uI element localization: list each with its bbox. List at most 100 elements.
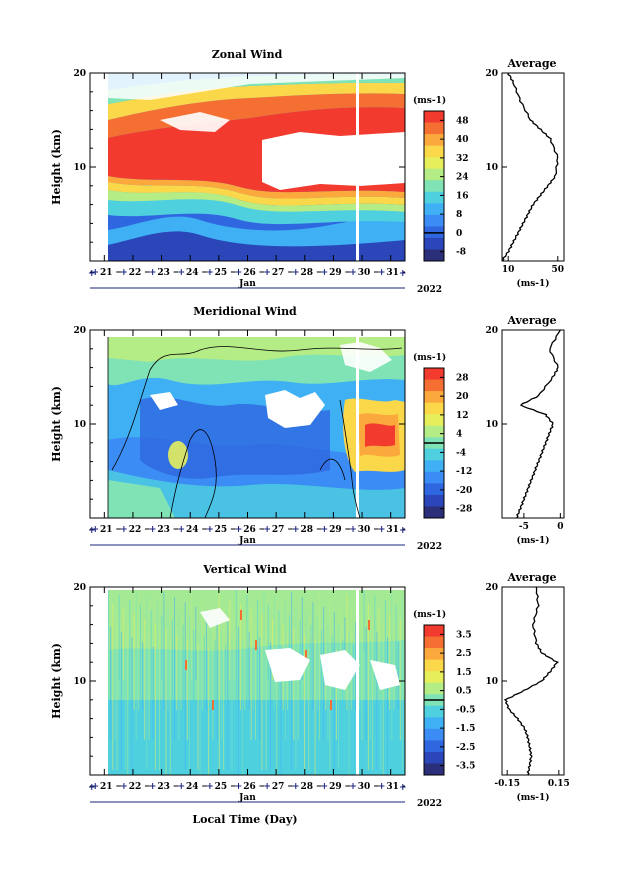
vertical-title: Vertical Wind (202, 563, 287, 576)
zonal-day-ticks: +21 +22 +23 +24 +25 +26 +27 +28 +29 +30 +31+ +Jan20… (88, 73, 442, 295)
day-label-bg (206, 782, 231, 791)
day-label-bg (120, 525, 145, 534)
day-label-bg (206, 268, 231, 277)
day-label-bg (149, 525, 174, 534)
day-tick-label: 22 (129, 268, 142, 278)
day-tick-label: 24 (186, 782, 199, 792)
colorbar-segment (424, 705, 444, 718)
day-tick-marker: + (120, 268, 128, 278)
zonal-colorbar: 48 40 32 24 16 8 0 -8 (423, 110, 469, 262)
day-tick-marker: + (149, 782, 157, 792)
colorbar-segment (424, 157, 444, 170)
colorbar-tick-label: 32 (456, 154, 469, 164)
profile-y-tick-label: 20 (485, 326, 498, 336)
colorbar-segment (424, 728, 444, 741)
colorbar-segment (424, 402, 444, 415)
day-tick-label: 23 (157, 268, 170, 278)
day-tick-label: 28 (301, 782, 314, 792)
meridional-profile-title: Average (506, 314, 556, 327)
day-tick-label: 29 (329, 782, 342, 792)
meridional-profile-line (516, 329, 561, 519)
day-label-bg (92, 782, 117, 791)
day-tick-marker: + (177, 782, 185, 792)
day-label-bg (350, 782, 375, 791)
colorbar-segment (424, 648, 444, 661)
meridional-profile-ticks: 20 10 -5 0 (ms-1) (485, 326, 563, 546)
day-tick-label: 25 (215, 268, 228, 278)
y-tick-label: 10 (73, 163, 86, 173)
colorbar-segment (424, 145, 444, 158)
day-tick-marker: + (292, 782, 300, 792)
colorbar-segment (424, 682, 444, 695)
day-tick-marker: + (92, 782, 100, 792)
colorbar-tick-label: 1.5 (456, 668, 472, 678)
day-tick-marker: + (321, 268, 329, 278)
day-tick-marker: + (92, 268, 100, 278)
day-tick-marker: + (292, 268, 300, 278)
day-label-bg (378, 268, 403, 277)
day-axis-start-marker: + (88, 526, 96, 536)
colorbar-segment (424, 636, 444, 649)
day-tick-label: 29 (329, 268, 342, 278)
day-tick-label: 27 (272, 782, 285, 792)
day-label-bg (264, 782, 289, 791)
day-tick-marker: + (235, 268, 243, 278)
profile-y-tick-label: 10 (485, 420, 498, 430)
meridional-day-ticks: +21 +22 +23 +24 +25 +26 +27 +28 +29 +30 +31+ +Jan20… (88, 330, 442, 552)
y-tick-label: 10 (73, 677, 86, 687)
colorbar-segment (424, 717, 444, 730)
y-tick-label: 10 (73, 420, 86, 430)
colorbar-segment (424, 391, 444, 404)
meridional-ylabel: Height (km) (50, 386, 63, 462)
day-axis-end-marker: + (399, 269, 407, 279)
day-label-bg (378, 525, 403, 534)
day-tick-marker: + (378, 268, 386, 278)
day-tick-marker: + (149, 525, 157, 535)
day-label-bg (350, 525, 375, 534)
colorbar-segment (424, 237, 444, 250)
zonal-unit-label: (ms-1) (413, 95, 446, 106)
colorbar-tick-label: -2.5 (456, 743, 475, 753)
day-tick-marker: + (206, 268, 214, 278)
colorbar-tick-label: 8 (456, 210, 462, 220)
colorbar-tick-label: -8 (456, 248, 466, 258)
day-tick-label: 27 (272, 525, 285, 535)
y-tick-label: 20 (73, 326, 86, 336)
day-tick-label: 26 (243, 782, 256, 792)
day-tick-label: 22 (129, 525, 142, 535)
meridional-heatmap (107, 337, 405, 518)
day-axis-end-marker: + (399, 783, 407, 793)
colorbar-tick-label: 48 (456, 116, 469, 126)
day-tick-marker: + (378, 525, 386, 535)
day-label-bg (378, 782, 403, 791)
day-label-bg (235, 268, 260, 277)
colorbar-segment (424, 249, 444, 262)
day-label-bg (120, 782, 145, 791)
profile-y-tick-label: 20 (485, 69, 498, 79)
day-label-bg (292, 525, 317, 534)
day-tick-marker: + (349, 782, 357, 792)
day-label-bg (321, 268, 346, 277)
day-tick-label: 29 (329, 525, 342, 535)
colorbar-segment (424, 379, 444, 392)
day-label-bg (264, 268, 289, 277)
meridional-wind-panel: Meridional Wind (50, 305, 565, 552)
day-tick-label: 30 (358, 782, 371, 792)
colorbar-segment (424, 368, 444, 381)
colorbar-tick-label: 20 (456, 392, 469, 402)
month-label: Jan (238, 536, 256, 546)
meridional-unit-label: (ms-1) (413, 352, 446, 363)
colorbar-tick-label: 16 (456, 191, 469, 201)
colorbar-segment (424, 494, 444, 507)
year-label: 2022 (417, 542, 442, 552)
profile-y-tick-label: 10 (485, 677, 498, 687)
colorbar-segment (424, 483, 444, 496)
day-label-bg (178, 268, 203, 277)
colorbar-segment (424, 625, 444, 638)
zonal-heatmap (108, 73, 405, 261)
profile-x-tick-label: 0.15 (548, 779, 570, 789)
colorbar-tick-label: -0.5 (456, 705, 475, 715)
year-label: 2022 (417, 799, 442, 809)
